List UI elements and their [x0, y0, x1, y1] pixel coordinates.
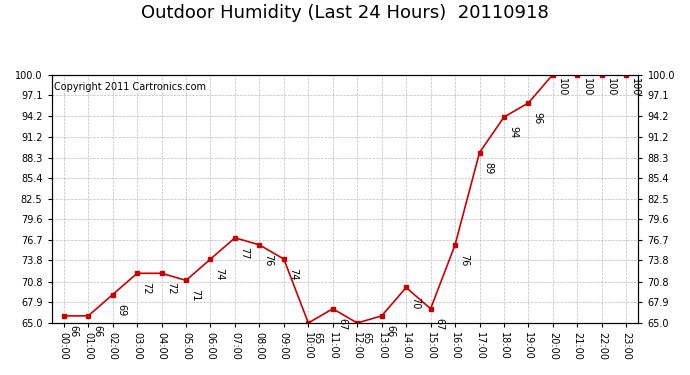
Text: 67: 67: [435, 318, 445, 330]
Text: 65: 65: [313, 332, 322, 344]
Text: 76: 76: [460, 254, 469, 266]
Text: 100: 100: [582, 78, 591, 96]
Text: 74: 74: [288, 268, 298, 280]
Text: 72: 72: [166, 282, 176, 295]
Text: 72: 72: [141, 282, 151, 295]
Text: 100: 100: [631, 78, 640, 96]
Text: 70: 70: [411, 297, 420, 309]
Text: 66: 66: [92, 325, 102, 338]
Text: 67: 67: [337, 318, 347, 330]
Text: 89: 89: [484, 162, 493, 174]
Text: 100: 100: [606, 78, 616, 96]
Text: Copyright 2011 Cartronics.com: Copyright 2011 Cartronics.com: [55, 82, 206, 92]
Text: 66: 66: [68, 325, 78, 338]
Text: 77: 77: [239, 247, 249, 259]
Text: Outdoor Humidity (Last 24 Hours)  20110918: Outdoor Humidity (Last 24 Hours) 2011091…: [141, 4, 549, 22]
Text: 65: 65: [362, 332, 371, 344]
Text: 76: 76: [264, 254, 273, 266]
Text: 71: 71: [190, 290, 200, 302]
Text: 94: 94: [508, 126, 518, 138]
Text: 74: 74: [215, 268, 225, 280]
Text: 66: 66: [386, 325, 396, 338]
Text: 96: 96: [533, 112, 542, 125]
Text: 100: 100: [557, 78, 567, 96]
Text: 69: 69: [117, 304, 127, 316]
